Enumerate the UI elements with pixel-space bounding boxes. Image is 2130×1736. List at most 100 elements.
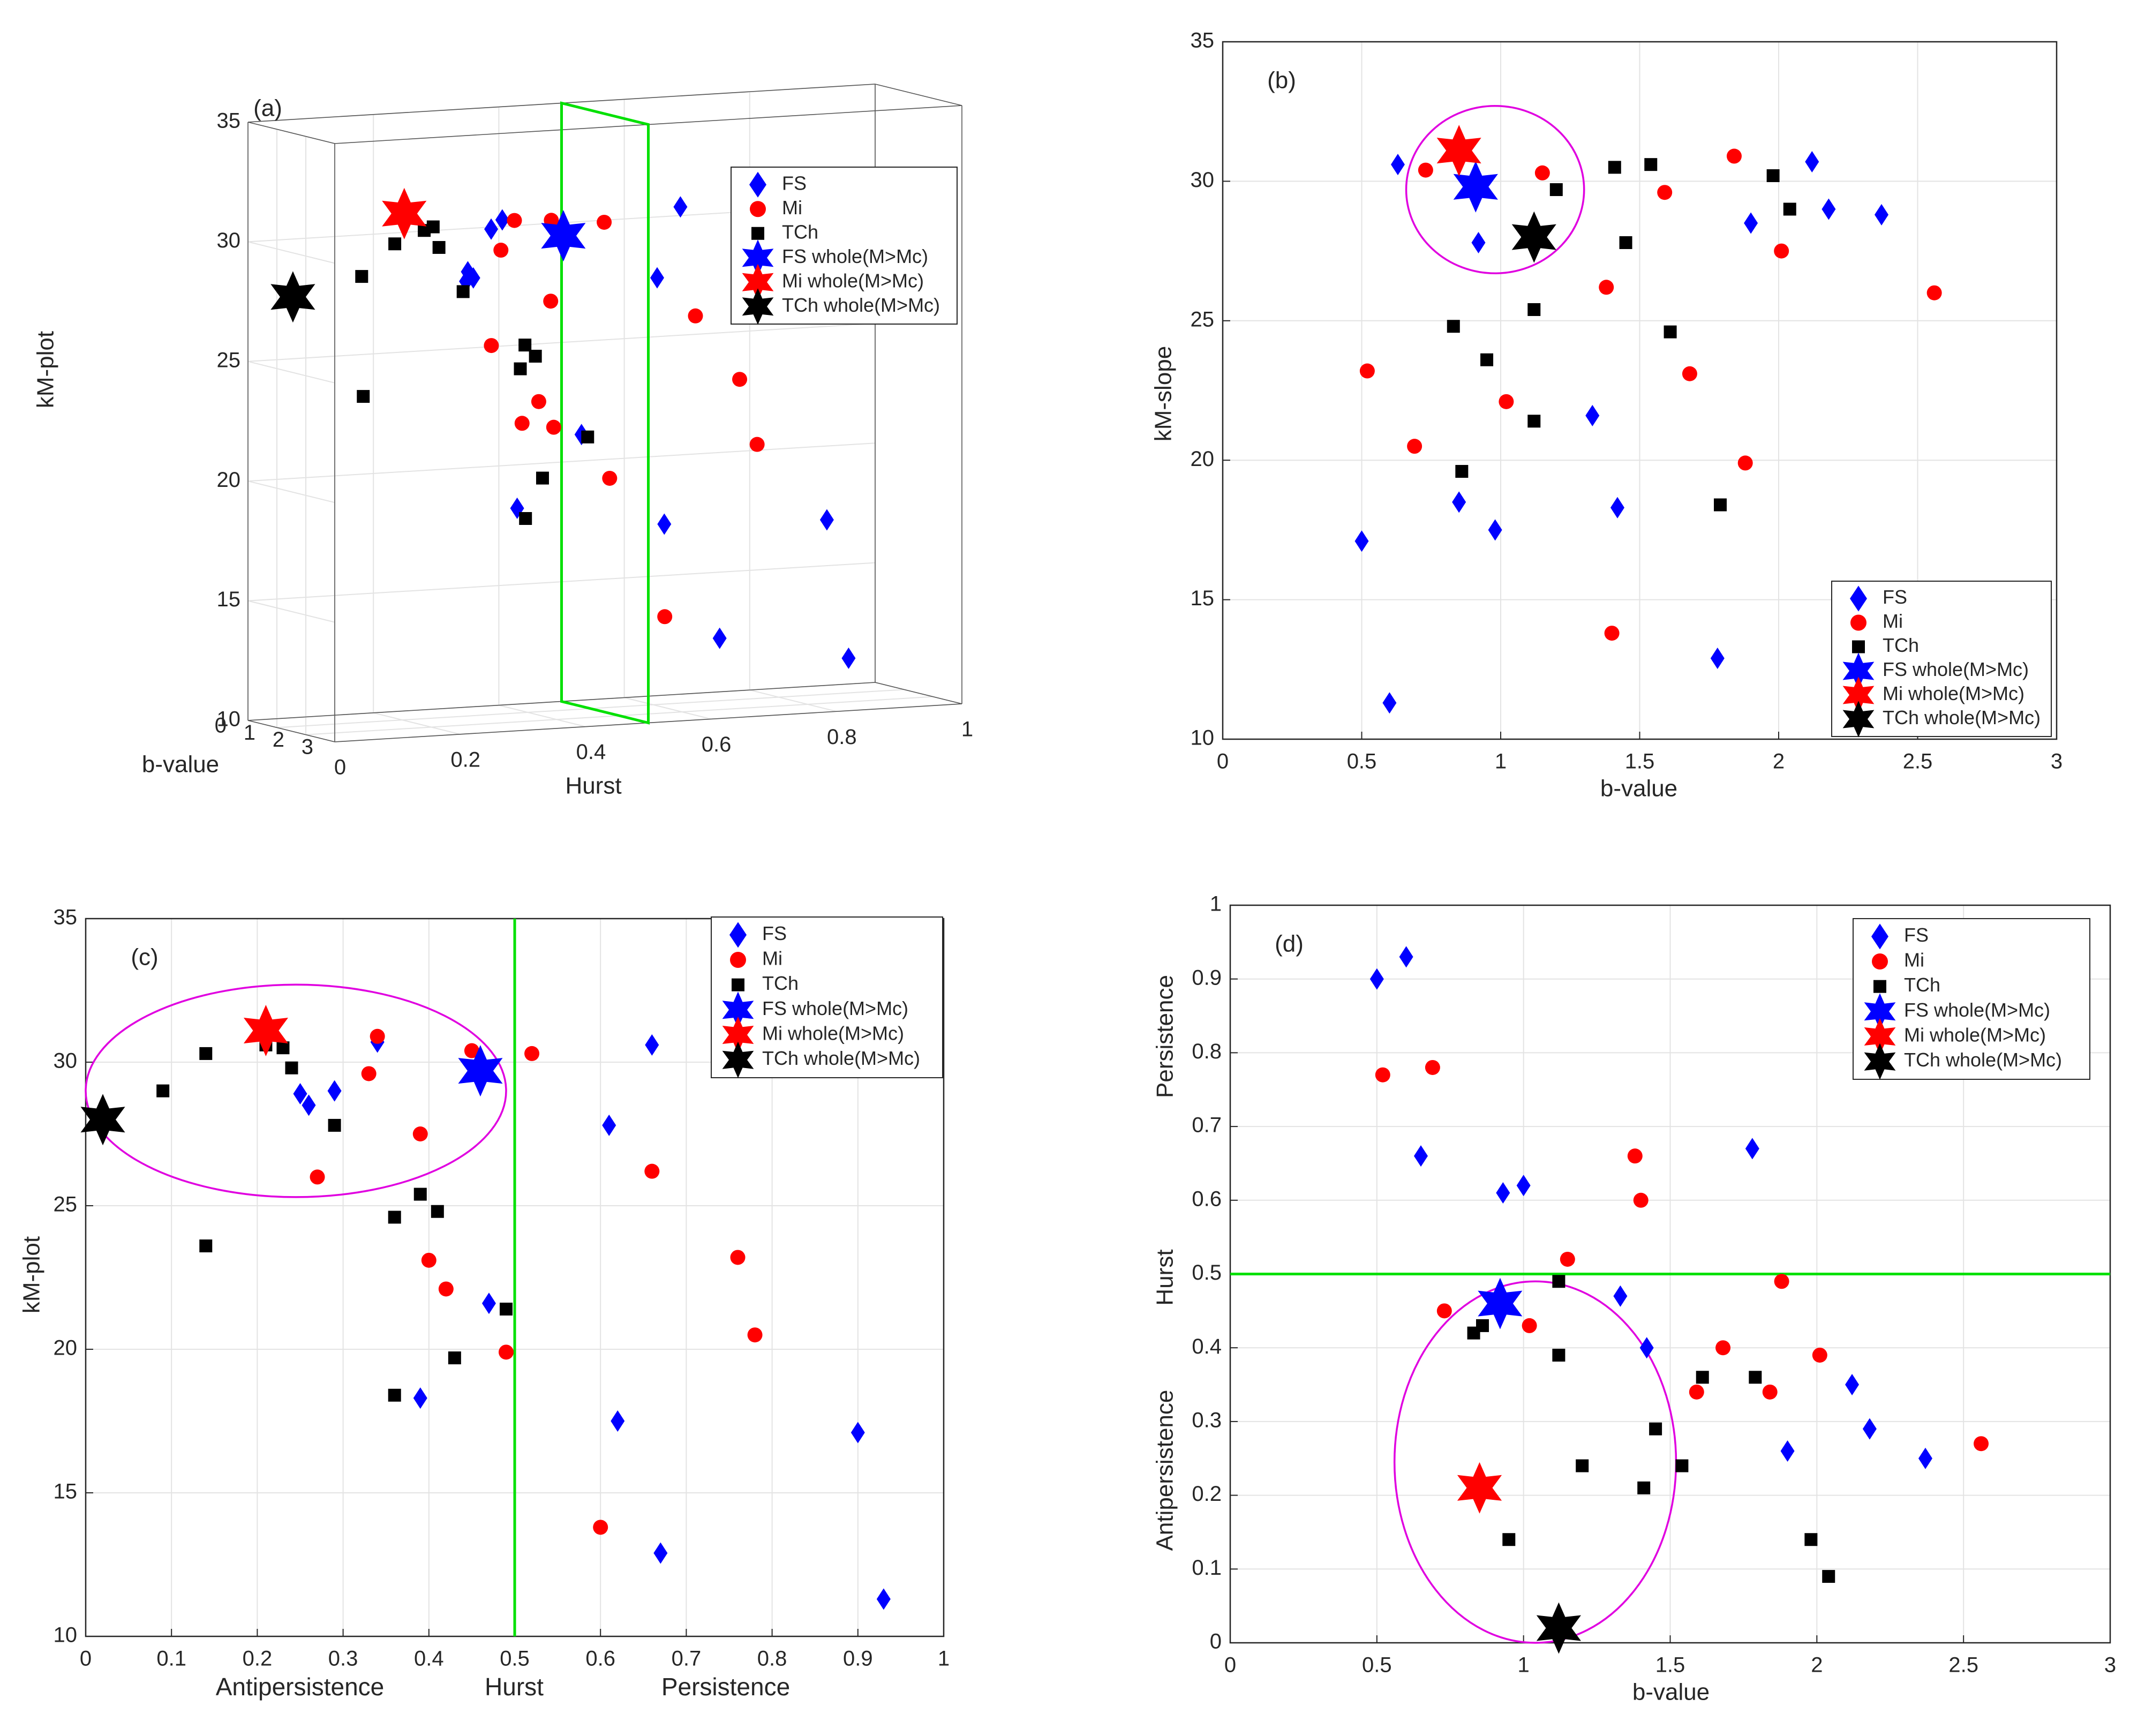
z-tick-label: 30 <box>217 229 241 252</box>
data-point-Mi-circle <box>1726 148 1742 164</box>
highlight-ellipse <box>85 983 507 1198</box>
legend-marker <box>1850 614 1866 631</box>
legend-label: TCh <box>782 221 818 243</box>
panel-title: (d) <box>1275 931 1304 957</box>
data-point-TCh-square <box>1455 465 1469 478</box>
data-point-FS-star <box>1478 1277 1523 1329</box>
x-tick-label: 0.7 <box>672 1647 702 1671</box>
data-point-Mi-circle <box>514 416 530 431</box>
data-point-Mi-circle <box>1436 1303 1452 1319</box>
data-point-FS-diamond <box>1744 212 1758 234</box>
data-point-Mi-circle <box>1407 439 1422 454</box>
data-point-TCh-square <box>1552 1275 1565 1288</box>
legend-marker <box>750 201 766 217</box>
data-point-FS-diamond <box>413 1387 427 1409</box>
panel-d: 0 0.5 1 1.5 2 2.5 3 0 0.1 0.2 0.3 0.4 0.5 0.6 0.7 0.8 0.… <box>1152 892 2117 1705</box>
x-tick-label: 0.1 <box>156 1647 186 1671</box>
legend-label: FS whole(M>Mc) <box>762 997 908 1019</box>
data-point-TCh-square <box>1783 202 1796 216</box>
legend-marker <box>730 952 746 968</box>
legend-box <box>711 916 943 1078</box>
panel-a: 0 0.2 0.4 0.6 0.8 10 1 2 3101520253035Hurstb-val… <box>33 84 973 799</box>
data-point-TCh-square <box>1822 1570 1835 1583</box>
data-point-TCh-square <box>1714 498 1727 512</box>
y-axis-label-top: Persistence <box>1152 975 1178 1098</box>
y-tick-label: 0.5 <box>1192 1261 1222 1284</box>
legend-marker <box>722 991 754 1028</box>
x-axis-label: b-value <box>1600 776 1677 802</box>
data-point-Mi-circle <box>1375 1067 1390 1083</box>
x-tick-label: 1 <box>961 718 973 741</box>
data-point-TCh-square <box>1480 353 1494 366</box>
data-point-FS-diamond <box>1610 497 1624 518</box>
data-point-FS-diamond <box>1516 1175 1531 1197</box>
legend-marker <box>1850 585 1867 612</box>
data-point-FS-star <box>541 210 586 262</box>
legend-label: FS <box>1904 924 1929 946</box>
data-point-Mi-circle <box>310 1169 325 1185</box>
data-point-TCh-square <box>1664 325 1677 339</box>
data-point-FS-diamond <box>481 1292 496 1314</box>
gridline <box>247 480 335 503</box>
data-point-TCh-square <box>1749 1371 1762 1384</box>
legend-box <box>1853 918 2090 1080</box>
data-point-Mi-circle <box>1418 162 1433 178</box>
data-point-FS-diamond <box>1613 1285 1628 1307</box>
legend-marker <box>751 227 764 240</box>
z-axis-label: kM-plot <box>33 331 59 408</box>
legend-label: FS whole(M>Mc) <box>782 245 928 267</box>
data-point-FS-diamond <box>1745 1138 1759 1160</box>
data-point-Mi-circle <box>1812 1347 1827 1363</box>
y-axis-label: kM-plot <box>19 1236 45 1313</box>
data-point-Mi-circle <box>361 1066 377 1081</box>
data-point-FS-diamond <box>1369 968 1384 990</box>
x-tick-label: 0.5 <box>500 1647 530 1671</box>
data-point-Mi-circle <box>1359 363 1375 379</box>
legend-label: Mi whole(M>Mc) <box>1904 1024 2046 1046</box>
x-tick-label: 0 <box>80 1647 92 1671</box>
y-tick-label: 25 <box>54 1193 78 1216</box>
x-tick-label: 1.5 <box>1655 1654 1685 1677</box>
legend-label: Mi <box>1883 610 1903 632</box>
x-tick-label: 2.5 <box>1948 1654 1978 1677</box>
y-tick-label: 0.2 <box>1192 1482 1222 1506</box>
data-point-FS-diamond <box>1496 1182 1510 1204</box>
data-point-Mi-circle <box>597 214 612 230</box>
legend-label: TCh <box>762 972 799 994</box>
x-tick-label: 0 <box>1224 1654 1236 1677</box>
data-point-FS-diamond <box>1413 1145 1428 1167</box>
z-tick-label: 35 <box>217 109 241 133</box>
data-point-Mi-circle <box>493 243 509 258</box>
y-tick-label: 10 <box>54 1624 78 1647</box>
data-point-TCh-square <box>426 220 440 234</box>
data-point-FS-diamond <box>484 218 499 240</box>
legend-label: TCh <box>1883 634 1919 656</box>
y-tick-label: 25 <box>1191 307 1215 331</box>
data-point-Mi-circle <box>593 1520 608 1535</box>
data-point-TCh-square <box>581 430 594 444</box>
data-point-Mi-circle <box>1522 1318 1537 1333</box>
y-tick-label: 35 <box>54 906 78 929</box>
legend-marker <box>729 922 747 948</box>
data-point-FS-star <box>458 1045 503 1097</box>
data-point-FS-diamond <box>1585 404 1600 426</box>
data-point-Mi-circle <box>543 294 559 309</box>
data-point-FS-diamond <box>876 1588 891 1610</box>
data-point-FS-diamond <box>302 1094 316 1116</box>
legend-marker <box>1842 701 1875 738</box>
legend-label: Mi whole(M>Mc) <box>1883 682 2024 704</box>
x-tick-label: 2 <box>1811 1654 1823 1677</box>
legend-label: TCh whole(M>Mc) <box>782 294 940 316</box>
legend-marker <box>1864 1043 1896 1080</box>
y-tick-label: 0.4 <box>1192 1335 1222 1358</box>
data-point-TCh-star <box>1511 211 1556 263</box>
y-tick-label: 30 <box>1191 168 1215 192</box>
x-tick-label: 0.8 <box>757 1647 787 1671</box>
data-point-Mi-circle <box>1689 1384 1704 1400</box>
x-axis-label-right: Persistence <box>661 1673 790 1701</box>
x-tick-label: 0.4 <box>576 740 606 764</box>
data-point-TCh-star <box>270 271 315 323</box>
data-point-Mi-circle <box>1974 1436 1989 1452</box>
legend-label: TCh whole(M>Mc) <box>1883 707 2041 728</box>
x-tick-label: 0.3 <box>328 1647 358 1671</box>
